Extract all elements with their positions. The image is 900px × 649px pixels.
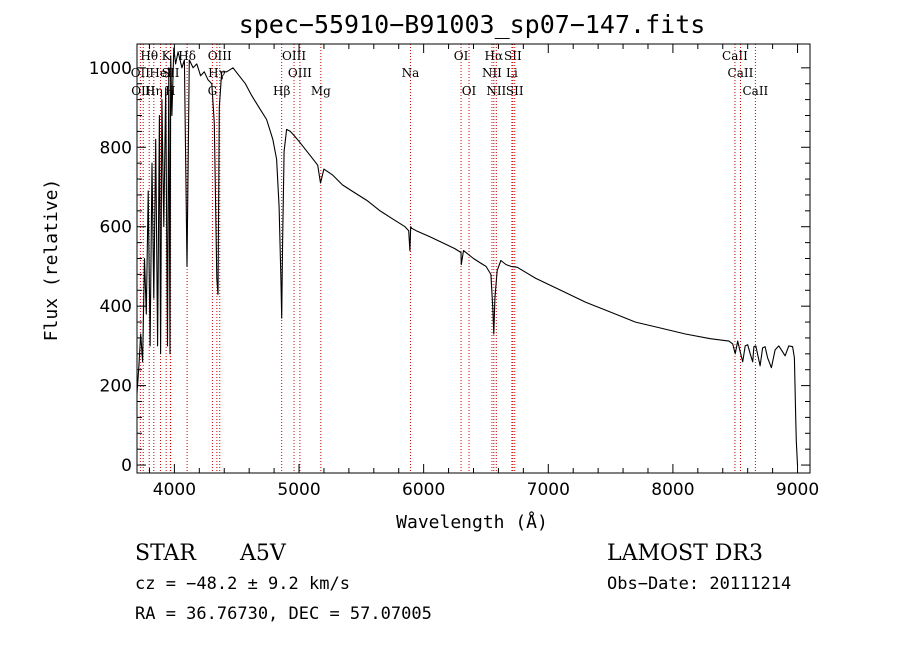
line-marker-label: Hα [485, 49, 504, 63]
line-marker-label: OI [462, 84, 477, 98]
line-marker-label: HeI [149, 66, 172, 80]
object-subclass: A5V [239, 541, 287, 566]
line-marker-label: CaII [728, 66, 754, 80]
line-marker-label: Mg [311, 84, 331, 98]
line-marker-label: SII [506, 84, 524, 98]
line-marker-label: SII [504, 49, 522, 63]
x-axis-label: Wavelength (Å) [396, 511, 548, 533]
x-tick-label: 5000 [277, 480, 320, 500]
chart-title: spec−55910−B91003_sp07−147.fits [239, 10, 706, 39]
line-marker-label: OI [454, 49, 469, 63]
plot-axes: 4000 5000 6000 7000 8000 9000 0 200 400 600 800 100… [89, 43, 819, 500]
y-tick-label: 800 [100, 138, 132, 158]
line-marker-label: K [162, 49, 172, 63]
spectrum-series [136, 47, 799, 466]
line-marker-label: Na [402, 66, 420, 80]
line-marker-label: OIII [288, 66, 312, 80]
line-marker-label: Li [506, 66, 518, 80]
y-axis-label: Flux (relative) [41, 179, 62, 342]
survey-name: LAMOST DR3 [607, 541, 763, 566]
x-tick-label: 8000 [651, 480, 694, 500]
line-marker-label: NII [482, 66, 502, 80]
x-tick-label: 9000 [776, 480, 819, 500]
line-marker-label: CaII [722, 49, 748, 63]
line-marker-label: Hη [145, 84, 163, 98]
coordinates: RA = 36.76730, DEC = 57.07005 [135, 604, 432, 624]
y-tick-label: 200 [100, 377, 132, 397]
y-tick-label: 1000 [89, 59, 132, 79]
object-class: STAR [135, 541, 197, 566]
obs-date: Obs−Date: 20111214 [607, 574, 791, 594]
redshift-readout: cz = −48.2 ± 9.2 km/s [135, 574, 350, 594]
line-marker-label: OIII [208, 49, 232, 63]
y-tick-label: 600 [100, 218, 132, 238]
line-marker-label: OIII [282, 49, 306, 63]
series-line [136, 47, 799, 466]
x-tick-label: 6000 [402, 480, 445, 500]
y-tick-label: 0 [121, 456, 132, 476]
line-marker-label: OII [131, 66, 151, 80]
line-marker-label: Hβ [273, 84, 290, 98]
y-tick-label: 400 [100, 297, 132, 317]
x-tick-label: 7000 [527, 480, 570, 500]
line-marker-label: Hδ [178, 49, 196, 63]
x-tick-label: 4000 [153, 480, 196, 500]
line-marker-label: NII [486, 84, 506, 98]
line-marker-label: CaII [742, 84, 768, 98]
line-marker-label: Hγ [208, 66, 226, 80]
